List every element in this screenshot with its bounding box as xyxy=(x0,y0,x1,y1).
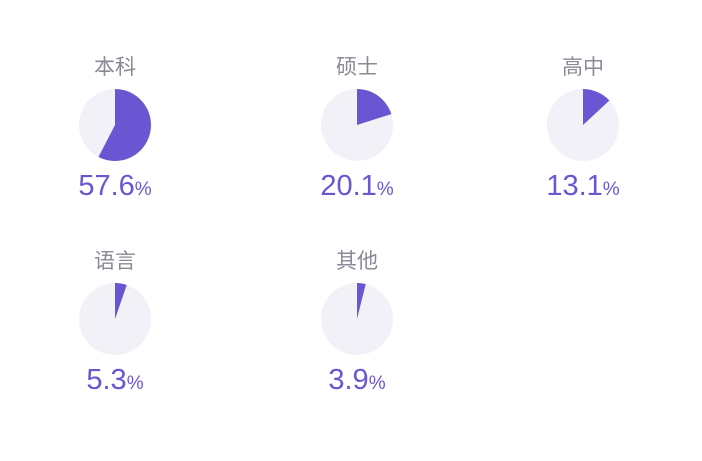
stat-value: 5.3 xyxy=(86,364,127,396)
pie-chart xyxy=(79,89,151,161)
stat-value: 57.6 xyxy=(78,170,135,202)
stat-label: 本科 xyxy=(94,56,136,79)
stat-item: 其他 3.9% xyxy=(277,248,437,400)
pie-chart xyxy=(321,283,393,355)
pie-chart xyxy=(321,89,393,161)
stat-value: 13.1 xyxy=(546,170,603,202)
pie-slice xyxy=(583,89,610,125)
stat-unit: % xyxy=(134,179,152,200)
pie-chart xyxy=(79,283,151,355)
pie-slice xyxy=(357,89,392,125)
pie-slice xyxy=(115,283,127,319)
stat-unit: % xyxy=(602,179,620,200)
stat-label: 高中 xyxy=(562,56,604,79)
stat-label: 硕士 xyxy=(336,56,378,79)
stat-item: 语言 5.3% xyxy=(35,248,195,400)
stat-item: 本科 57.6% xyxy=(35,54,195,206)
stat-label: 其他 xyxy=(336,250,378,273)
stat-unit: % xyxy=(376,179,394,200)
pie-slice xyxy=(357,283,366,319)
pie-chart xyxy=(547,89,619,161)
stat-unit: % xyxy=(368,373,386,394)
stat-value: 20.1 xyxy=(320,170,377,202)
stat-value: 3.9 xyxy=(328,364,369,396)
stat-item: 高中 13.1% xyxy=(503,54,663,206)
pie-slice xyxy=(98,89,151,161)
stat-item: 硕士 20.1% xyxy=(277,54,437,206)
stat-label: 语言 xyxy=(94,250,136,273)
stat-unit: % xyxy=(126,373,144,394)
